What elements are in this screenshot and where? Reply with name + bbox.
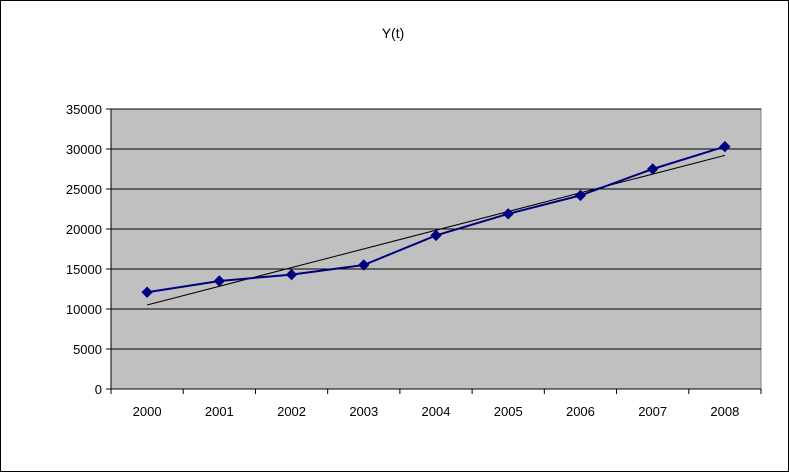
data-point-marker bbox=[358, 259, 370, 271]
series bbox=[141, 140, 731, 298]
x-tick-label: 2006 bbox=[566, 404, 595, 419]
y-tick-label: 35000 bbox=[66, 102, 102, 117]
y-tick-label: 20000 bbox=[66, 222, 102, 237]
y-tick-label: 15000 bbox=[66, 262, 102, 277]
x-tick-label: 2003 bbox=[349, 404, 378, 419]
y-tick-label: 25000 bbox=[66, 182, 102, 197]
y-tick-label: 30000 bbox=[66, 142, 102, 157]
gridlines bbox=[111, 108, 761, 350]
y-tick-label: 0 bbox=[95, 382, 102, 397]
data-point-marker bbox=[502, 208, 514, 220]
x-axis-ticks: 2000 2001 2002 2003 2004 2005 2006 2007 2008 bbox=[110, 389, 762, 419]
data-point-marker bbox=[213, 275, 226, 287]
y-tick-label: 10000 bbox=[66, 302, 102, 317]
x-tick-label: 2005 bbox=[494, 404, 523, 419]
x-tick-label: 2007 bbox=[638, 404, 667, 419]
data-point-marker bbox=[141, 286, 153, 298]
data-point-marker bbox=[719, 140, 731, 153]
plot-area bbox=[110, 108, 762, 390]
x-tick-label: 2004 bbox=[422, 404, 451, 419]
x-tick-label: 2000 bbox=[133, 404, 162, 419]
data-point-marker bbox=[430, 229, 442, 242]
x-tick-label: 2002 bbox=[277, 404, 306, 419]
chart-title: Y(t) bbox=[382, 25, 405, 41]
x-tick-label: 2001 bbox=[205, 404, 234, 419]
y-tick-label: 5000 bbox=[73, 342, 102, 357]
y-axis-ticks: 0 5000 10000 15000 20000 25000 30000 35000 bbox=[66, 102, 111, 397]
axes bbox=[110, 109, 761, 390]
data-point-marker bbox=[574, 189, 587, 202]
data-point-marker bbox=[285, 268, 298, 281]
x-tick-label: 2008 bbox=[710, 404, 739, 419]
data-point-marker bbox=[646, 163, 659, 175]
